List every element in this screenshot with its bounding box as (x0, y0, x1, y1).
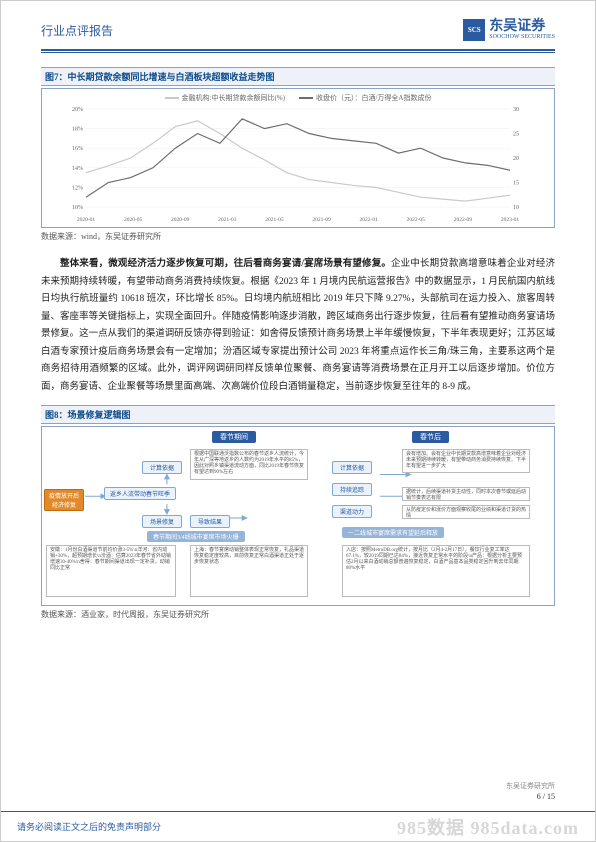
flow-header-right: 春节后 (412, 431, 449, 443)
figure7-chart: 金融机构:中长期贷款余额同比(%) 收盘价（元）：白酒/万得全A指数成份 10%… (41, 88, 555, 228)
svg-text:10: 10 (513, 205, 519, 211)
flow-node-channel: 渠道动力 (332, 505, 372, 518)
brand-logo: SCS 东吴证券 SOOCHOW SECURITIES (463, 19, 555, 41)
flow-text-c: 据统计，后续渠道补货主动性，同时本次春节或延后动销节奏表达有限 (402, 487, 530, 501)
svg-text:20: 20 (513, 156, 519, 162)
page-number: 6 / 15 (537, 792, 555, 801)
footer-institution: 东吴证券研究所 (506, 781, 555, 791)
svg-text:2021-09: 2021-09 (312, 217, 331, 223)
figure8-source: 数据来源：酒业家，时代周报，东吴证券研究所 (41, 606, 555, 628)
flow-text-bottom-b: 上海：春节宴席动销整体表现正常恢复，礼品渠道恢复稳定度较高，目前恢复正常白酒渠道… (190, 545, 308, 597)
flow-header-left: 春节期间 (212, 431, 256, 443)
flow-text-b: 会有增加。会有企业中长期贷款高增意味着企业对经济未来预期持续转暖，有望带动商务消… (402, 449, 530, 474)
body-paragraph: 整体来看，微观经济活力逐步恢复可期，往后看商务宴请/宴席场景有望修复。企业中长期… (41, 256, 555, 397)
svg-text:2021-05: 2021-05 (265, 217, 284, 223)
figure8-title: 图8：场景修复逻辑图 (41, 405, 555, 424)
svg-text:15: 15 (513, 181, 519, 187)
svg-text:18%: 18% (72, 127, 83, 133)
figure7-source: 数据来源：wind，东吴证券研究所 (41, 228, 555, 250)
svg-text:14%: 14% (72, 166, 83, 172)
svg-text:16%: 16% (72, 146, 83, 152)
svg-text:2022-09: 2022-09 (454, 217, 473, 223)
svg-text:25: 25 (513, 132, 519, 138)
flow-node-flow-b: 场景修复 (142, 515, 182, 528)
flow-node-compute2: 计算依据 (332, 461, 372, 474)
svg-text:12%: 12% (72, 185, 83, 191)
flow-node-compute: 计算依据 (142, 461, 182, 474)
watermark: 985数据 985data.com (397, 814, 579, 840)
flow-banner-right: 一二线城市宴席需求有望延后释放 (342, 527, 444, 538)
logo-text-en: SOOCHOW SECURITIES (489, 34, 555, 40)
body-rest: 企业中长期贷款高增意味着企业对经济未来预期持续转暖，有望带动商务消费持续恢复。根… (41, 259, 555, 392)
flow-node-track: 持续追踪 (332, 483, 372, 496)
body-lead-bold: 整体来看，微观经济活力逐步恢复可期，往后看商务宴请/宴席场景有望修复。 (60, 259, 391, 269)
svg-text:2020-01: 2020-01 (77, 217, 96, 223)
logo-text-cn: 东吴证券 (489, 20, 555, 34)
svg-text:10%: 10% (72, 205, 83, 211)
flow-text-bottom-a: 安徽：1月份白酒渠道节前均价涨3-5%\n洋河：省内动销+30%，超预期增长\n… (46, 545, 176, 597)
header-divider (41, 49, 555, 53)
flow-banner-mid: 春节期间3/4线城市宴席市场火爆 (147, 531, 245, 542)
flow-text-d: 从防疫定价和涨价方面观察收尾的业绩和渠道订货的热情 (402, 505, 530, 519)
svg-text:2022-01: 2022-01 (359, 217, 378, 223)
disclaimer-text: 请务必阅读正文之后的免责声明部分 (17, 820, 161, 833)
legend-item-b: 收盘价（元）：白酒/万得全A指数成份 (299, 93, 432, 103)
svg-text:20%: 20% (72, 107, 83, 113)
logo-icon: SCS (463, 19, 485, 41)
flow-node-result: 导致结果 (190, 515, 230, 528)
legend-label-b: 收盘价（元）：白酒/万得全A指数成份 (316, 93, 432, 103)
figure7-title: 图7：中长期贷款余额同比增速与白酒板块超额收益走势图 (41, 67, 555, 86)
svg-text:2022-05: 2022-05 (407, 217, 426, 223)
legend-label-a: 金融机构:中长期贷款余额同比(%) (182, 93, 285, 103)
svg-text:2023-01: 2023-01 (501, 217, 520, 223)
svg-text:2020-09: 2020-09 (171, 217, 190, 223)
line-chart-svg: 10% 12% 14% 16% 18% 20% 10 15 20 25 30 2020-01 2020-… (48, 105, 548, 225)
svg-text:2020-05: 2020-05 (124, 217, 143, 223)
report-category: 行业点评报告 (41, 22, 113, 39)
legend-item-a: 金融机构:中长期贷款余额同比(%) (165, 93, 285, 103)
legend-swatch-b (299, 97, 313, 99)
flow-text-a: 根据中国联通沃指数公布的春节返乡人流统计，今年从广深等地返乡的人数约为2019年… (190, 449, 308, 480)
flow-text-bottom-c: 入店：按照MetroDB.org统计，按月比（2月4-2月17日），餐饮行业复工… (342, 545, 530, 597)
flow-node-flow-a: 返乡人流带动春节旺季 (104, 487, 176, 500)
legend-swatch-a (165, 97, 179, 99)
figure8-flowchart: 春节期间 春节后 疫情放开后经济修复 返乡人流带动春节旺季 计算依据 场景修复 … (41, 426, 555, 606)
svg-text:2021-01: 2021-01 (218, 217, 237, 223)
flow-node-restore: 疫情放开后经济修复 (44, 489, 84, 511)
svg-text:30: 30 (513, 107, 519, 113)
